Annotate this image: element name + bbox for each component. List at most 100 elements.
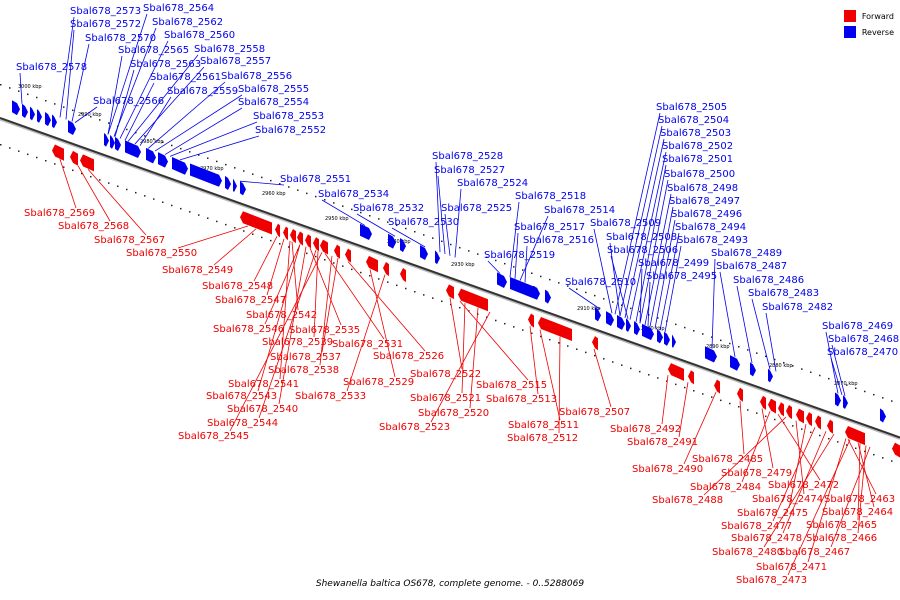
reverse-gene-arrow (768, 368, 773, 383)
forward-gene-label: Sbal678_2515 (476, 380, 547, 391)
forward-gene-arrow (778, 402, 784, 417)
label-leader (719, 271, 736, 357)
label-leader (435, 161, 441, 253)
forward-gene-label: Sbal678_2537 (270, 352, 341, 363)
reverse-gene-label: Sbal678_2516 (523, 235, 594, 246)
tick-dot (684, 326, 686, 329)
tick-dot (819, 374, 821, 377)
tick-dot (378, 218, 380, 220)
reverse-gene-label: Sbal678_2560 (164, 30, 235, 41)
reverse-gene-label: Sbal678_2572 (70, 19, 141, 30)
tick-dot (594, 294, 596, 297)
label-leader (346, 274, 386, 392)
forward-gene-arrow (760, 395, 766, 410)
reverse-gene-label: Sbal678_2500 (664, 169, 735, 180)
label-leader (639, 268, 643, 324)
label-leader (558, 336, 561, 434)
label-leader (444, 213, 451, 256)
tick-dot (630, 307, 632, 310)
tick-dot (369, 214, 371, 217)
reverse-gene-label: Sbal678_2532 (353, 203, 424, 214)
tick-dot (720, 339, 722, 342)
tick-dot (423, 294, 425, 296)
tick-dot (621, 304, 623, 306)
reverse-gene-arrow (52, 114, 57, 129)
label-leader (593, 228, 613, 314)
tick-dot (405, 287, 407, 290)
label-leader (831, 344, 846, 397)
reverse-gene-arrow (158, 152, 168, 168)
forward-gene-arrow (737, 387, 743, 402)
label-leader (568, 287, 601, 310)
reverse-gene-arrow (125, 140, 141, 159)
forward-gene-label: Sbal678_2542 (246, 310, 317, 321)
tick-dot (873, 453, 875, 456)
forward-gene-arrow (806, 412, 812, 427)
forward-gene-label: Sbal678_2474 (752, 494, 823, 505)
scale-tick-label: 2910 kbp (577, 306, 601, 312)
label-leaders (19, 13, 877, 576)
forward-gene-arrow (528, 313, 534, 328)
scale-tick-label: 3000 kbp (18, 84, 42, 90)
reverse-gene-label: Sbal678_2559 (167, 86, 238, 97)
forward-gene-arrow (827, 419, 833, 434)
reverse-gene-label: Sbal678_2509 (590, 218, 661, 229)
label-leader (229, 252, 323, 432)
forward-gene-arrow (786, 405, 792, 420)
reverse-gene-arrow (225, 175, 231, 191)
tick-dot (18, 150, 20, 152)
tick-dot (387, 281, 389, 283)
reverse-gene-label: Sbal678_2558 (194, 44, 265, 55)
tick-dot (522, 269, 524, 271)
forward-gene-label: Sbal678_2488 (652, 495, 723, 506)
label-leader (147, 81, 226, 149)
tick-dot (549, 338, 551, 341)
reverse-gene-arrow (634, 321, 640, 336)
label-leader (461, 303, 466, 394)
forward-gene-label: Sbal678_2478 (731, 533, 802, 544)
reverse-gene-label: Sbal678_2503 (660, 128, 731, 139)
forward-gene-arrow (383, 261, 389, 277)
label-leader (449, 297, 463, 370)
label-leader (391, 227, 426, 248)
tick-dot (819, 434, 821, 437)
tick-dot (540, 275, 542, 278)
tick-dot (45, 159, 47, 162)
tick-dot (612, 301, 614, 303)
forward-gene-arrow (345, 248, 351, 263)
legend-forward: Forward (843, 8, 894, 24)
label-leader (279, 240, 291, 380)
tick-dot (9, 147, 11, 149)
legend-reverse-label: Reverse (861, 27, 894, 37)
reverse-gene-label: Sbal678_2482 (762, 302, 833, 313)
reverse-gene-arrow (750, 362, 756, 377)
forward-gene-arrow (334, 244, 340, 259)
tick-dot (135, 191, 137, 194)
tick-dot (657, 377, 659, 379)
reverse-gene-label: Sbal678_2504 (658, 115, 729, 126)
reverse-gene-arrow (240, 181, 246, 196)
tick-dot (432, 237, 434, 239)
tick-dot (243, 170, 245, 172)
tick-dot (225, 223, 227, 226)
tick-dot (648, 374, 650, 376)
tick-dot (504, 322, 506, 325)
reverse-gene-arrow (835, 392, 841, 407)
forward-gene-label: Sbal678_2547 (215, 295, 286, 306)
tick-dot (801, 368, 803, 370)
tick-dot (288, 246, 290, 248)
tick-dot (756, 412, 758, 414)
label-leader (239, 180, 285, 186)
tick-dot (675, 383, 677, 386)
tick-dot (522, 329, 524, 331)
tick-dot (738, 345, 740, 348)
forward-gene-label: Sbal678_2465 (806, 520, 877, 531)
tick-dot (765, 415, 767, 418)
label-leader (647, 281, 651, 327)
forward-gene-label: Sbal678_2471 (756, 562, 827, 573)
tick-dot (837, 441, 839, 443)
reverse-gene-label: Sbal678_2494 (675, 222, 746, 233)
tick-dot (576, 288, 578, 290)
label-leader (253, 236, 278, 282)
label-leader (649, 206, 674, 327)
